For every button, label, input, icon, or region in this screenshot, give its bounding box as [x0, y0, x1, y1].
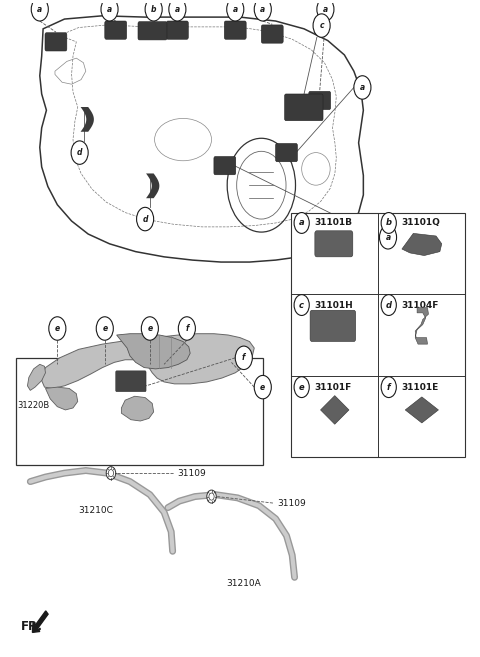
Text: e: e	[147, 324, 153, 333]
Circle shape	[31, 0, 48, 21]
Circle shape	[294, 213, 309, 233]
Polygon shape	[121, 396, 154, 421]
Text: a: a	[107, 5, 112, 14]
Text: 31109: 31109	[178, 468, 206, 478]
Text: a: a	[175, 5, 180, 14]
Text: 31101E: 31101E	[401, 382, 438, 392]
Polygon shape	[405, 397, 438, 423]
Text: 31109: 31109	[277, 499, 306, 508]
Circle shape	[179, 317, 195, 340]
Text: a: a	[233, 5, 238, 14]
FancyBboxPatch shape	[315, 231, 353, 257]
FancyBboxPatch shape	[224, 21, 246, 39]
Circle shape	[294, 376, 309, 397]
Text: 31101Q: 31101Q	[401, 219, 440, 227]
Polygon shape	[415, 307, 429, 344]
Circle shape	[354, 76, 371, 99]
Text: 31210A: 31210A	[227, 579, 261, 589]
Text: a: a	[385, 233, 391, 242]
Polygon shape	[402, 233, 442, 256]
Circle shape	[209, 493, 214, 500]
FancyBboxPatch shape	[167, 21, 188, 39]
Circle shape	[381, 213, 396, 233]
Circle shape	[235, 346, 252, 369]
Text: 31101F: 31101F	[314, 382, 351, 392]
Text: 31101H: 31101H	[314, 300, 353, 309]
Polygon shape	[321, 396, 349, 424]
FancyBboxPatch shape	[45, 33, 67, 51]
FancyBboxPatch shape	[276, 143, 298, 162]
Text: d: d	[77, 148, 83, 157]
Text: d: d	[143, 215, 148, 223]
FancyBboxPatch shape	[16, 358, 263, 465]
Text: e: e	[299, 382, 304, 392]
FancyBboxPatch shape	[214, 156, 236, 175]
FancyArrow shape	[33, 611, 48, 633]
Text: e: e	[260, 382, 265, 392]
Text: f: f	[242, 353, 245, 362]
Text: a: a	[323, 5, 328, 14]
Circle shape	[380, 225, 396, 249]
Circle shape	[207, 490, 216, 503]
FancyBboxPatch shape	[138, 22, 167, 40]
Text: a: a	[260, 5, 265, 14]
FancyBboxPatch shape	[261, 25, 283, 43]
Text: 31104F: 31104F	[401, 300, 438, 309]
FancyBboxPatch shape	[105, 21, 127, 39]
Circle shape	[71, 141, 88, 164]
FancyBboxPatch shape	[116, 371, 146, 392]
Text: FR.: FR.	[21, 620, 43, 633]
Polygon shape	[42, 334, 254, 388]
FancyBboxPatch shape	[310, 310, 356, 342]
Polygon shape	[46, 387, 78, 410]
Text: c: c	[319, 21, 324, 30]
Text: b: b	[386, 219, 392, 227]
Text: c: c	[299, 300, 304, 309]
FancyBboxPatch shape	[309, 91, 331, 110]
Circle shape	[381, 376, 396, 397]
Circle shape	[227, 0, 244, 21]
FancyBboxPatch shape	[291, 213, 466, 457]
Text: b: b	[151, 5, 156, 14]
Text: e: e	[102, 324, 108, 333]
Circle shape	[49, 317, 66, 340]
Text: d: d	[386, 300, 392, 309]
Text: a: a	[299, 219, 304, 227]
Text: a: a	[360, 83, 365, 92]
Polygon shape	[117, 334, 190, 369]
Polygon shape	[27, 365, 46, 390]
Text: 31101B: 31101B	[314, 219, 352, 227]
Circle shape	[96, 317, 113, 340]
Text: 31220B: 31220B	[17, 401, 49, 409]
Circle shape	[101, 0, 118, 21]
Circle shape	[108, 470, 114, 477]
Circle shape	[106, 466, 116, 480]
Circle shape	[145, 0, 162, 21]
Circle shape	[254, 375, 271, 399]
Circle shape	[313, 14, 330, 37]
Text: a: a	[37, 5, 42, 14]
Circle shape	[317, 0, 334, 21]
Text: f: f	[387, 382, 391, 392]
Text: f: f	[185, 324, 189, 333]
Text: e: e	[55, 324, 60, 333]
Circle shape	[381, 294, 396, 315]
Text: 31210C: 31210C	[78, 507, 113, 515]
Circle shape	[137, 208, 154, 231]
Circle shape	[294, 294, 309, 315]
Circle shape	[254, 0, 271, 21]
FancyBboxPatch shape	[285, 94, 323, 121]
Circle shape	[141, 317, 158, 340]
Circle shape	[169, 0, 186, 21]
